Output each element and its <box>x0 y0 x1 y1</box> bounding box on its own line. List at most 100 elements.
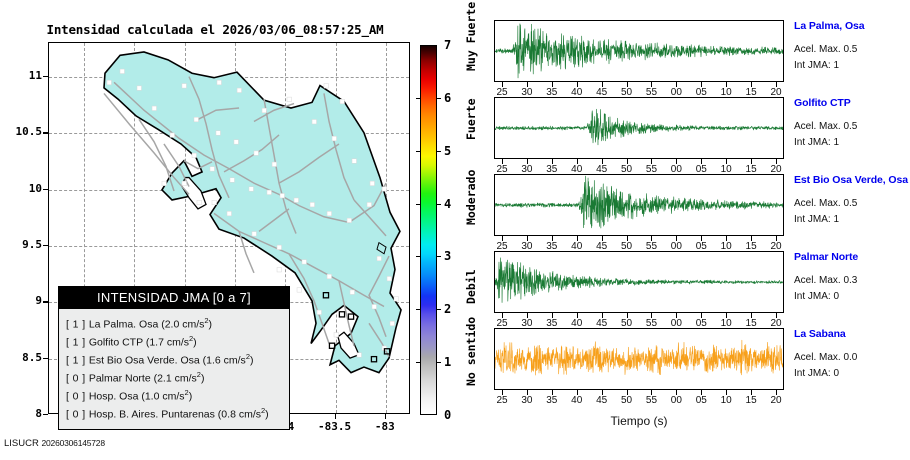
seismogram-xtick: 25 <box>496 318 508 329</box>
legend-unit-exponent: 2 <box>189 334 194 344</box>
seismogram-xtick: 40 <box>571 241 583 252</box>
seismogram-xtick: 55 <box>645 318 658 329</box>
seismogram-xtick: 00 <box>670 395 682 406</box>
seismogram-xtick: 35 <box>546 318 558 329</box>
seismogram-xtick: 20 <box>770 395 782 406</box>
seismogram-xtick: 25 <box>496 87 508 98</box>
station-accel-max: Acel. Max. 0.5 <box>794 44 858 55</box>
legend-station: Hosp. Osa (1.0 cm/s <box>88 390 185 403</box>
seismogram-xtickmark <box>502 236 503 241</box>
seismogram-xtick: 45 <box>596 318 608 329</box>
colorbar-tickmark-4 <box>436 203 441 205</box>
seismogram-xtick: 40 <box>571 87 583 98</box>
costa-rica-landmass <box>49 43 409 413</box>
map-ytick-4: 9 <box>35 294 42 308</box>
map-ytickmark-3 <box>43 244 48 247</box>
map-ytick-1: 10.5 <box>15 125 43 139</box>
seismogram-xtick: 45 <box>596 395 608 406</box>
legend-level: [ 0 ] <box>66 390 89 403</box>
legend-row: [ 1 ] Est Bio Osa Verde. Osa (1.6 cm/s2) <box>66 350 283 368</box>
legend-station: Hosp. B. Aires. Puntarenas (0.8 cm/s <box>88 408 261 421</box>
map-ytick-3: 9.5 <box>22 237 42 251</box>
seismogram-xtick: 40 <box>571 395 583 406</box>
footer-credit: LISUCR 20260306145728 <box>4 438 105 449</box>
legend-station: Palmar Norte (2.1 cm/s <box>88 372 197 385</box>
seismogram-meta-2: Est Bio Osa Verde, Osa Acel. Max. 0.5 Int … <box>794 174 910 225</box>
legend-paren: ) <box>249 354 254 367</box>
seismogram-xtickmark <box>676 82 678 87</box>
seismogram-xtick: 30 <box>521 395 533 406</box>
map-xtick-5: -83.5 <box>318 420 352 433</box>
seismogram-meta-4: La Sabana Acel. Max. 0.0 Int JMA: 0 <box>794 328 910 379</box>
seismogram-xtickmark <box>526 236 528 241</box>
seismogram-xtickmark <box>726 390 728 395</box>
seismogram-xtickmark <box>502 390 503 395</box>
colorbar-tick-7: 7 <box>444 38 452 52</box>
seismogram-xtickmark <box>651 313 653 318</box>
seismogram-plot-3[interactable] <box>494 251 784 313</box>
legend-rows: [ 1 ] La Palma. Osa (2.0 cm/s2)[ 1 ] Gol… <box>59 309 289 429</box>
station-accel-max: Acel. Max. 0.3 <box>794 275 858 286</box>
seismogram-xtick: 35 <box>546 241 558 252</box>
legend-row: [ 1 ] La Palma. Osa (2.0 cm/s2) <box>66 314 283 332</box>
seismogram-xtickmark <box>601 236 603 241</box>
seismogram-xtickmark <box>626 159 628 164</box>
seismogram-xtick: 05 <box>695 395 707 406</box>
legend-unit-exponent: 2 <box>196 370 201 380</box>
colorbar-tick-1: 1 <box>444 355 452 370</box>
colorbar-tickmark-5 <box>436 150 441 152</box>
legend-row: [ 0 ] Palmar Norte (2.1 cm/s2) <box>66 368 283 386</box>
station-name: Golfito CTP <box>794 97 851 109</box>
seismogram-xtick: 15 <box>745 318 757 329</box>
seismogram-xtickmark <box>551 82 553 87</box>
seismogram-xtickmark <box>676 390 678 395</box>
colorbar-tickmark-6 <box>436 97 441 99</box>
map-xtickmark-6 <box>384 414 387 419</box>
seismogram-plot-2[interactable] <box>494 174 784 236</box>
seismogram-xtick: 45 <box>596 87 608 98</box>
seismogram-xtickmark <box>526 159 528 164</box>
seismogram-row: 25 30 35 40 45 50 55 00 05 10 15 20 Est Bio Osa Verd… <box>494 174 910 252</box>
seismogram-xtick: 55 <box>645 87 658 98</box>
map-ytickmark-0 <box>43 75 48 78</box>
legend-paren: ) <box>208 318 213 331</box>
legend-row: [ 0 ] Hosp. B. Aires. Puntarenas (0.8 cm… <box>66 404 283 422</box>
seismogram-xtick: 10 <box>720 241 732 252</box>
seismogram-xtick: 25 <box>496 241 508 252</box>
seismogram-xtickmark <box>626 390 628 395</box>
seismogram-xtick: 00 <box>670 241 682 252</box>
seismogram-xtickmark <box>651 82 653 87</box>
colorbar-tick-3: 3 <box>444 249 452 264</box>
legend-row: [ 1 ] Golfito CTP (1.7 cm/s2) <box>66 332 283 350</box>
seismogram-xtickmark <box>751 236 753 241</box>
seismogram-xtick: 55 <box>645 241 658 252</box>
seismogram-xtickmark <box>576 390 578 395</box>
map-ytick-5: 8.5 <box>22 350 42 364</box>
legend-paren: ) <box>188 390 193 403</box>
seismogram-xtickmark <box>751 313 753 318</box>
seismogram-xtick: 55 <box>645 164 658 175</box>
colorbar-tickmark-4 <box>416 203 421 205</box>
seismogram-xtickmark <box>776 236 777 241</box>
colorbar-tick-6: 6 <box>444 90 452 105</box>
seismogram-xtick: 35 <box>546 87 558 98</box>
map-ytickmark-1 <box>43 132 48 134</box>
station-name: La Sabana <box>794 328 846 340</box>
seismogram-plot-1[interactable] <box>494 97 784 159</box>
seismogram-xtickmark <box>576 313 578 318</box>
seismogram-xtick: 05 <box>695 164 707 175</box>
seismogram-plot-4[interactable] <box>494 328 784 390</box>
seismogram-plot-0[interactable] <box>494 20 784 82</box>
colorbar-tick-2: 2 <box>444 302 452 317</box>
legend-title: INTENSIDAD JMA [0 a 7] <box>59 287 289 309</box>
station-int-jma: Int JMA: 1 <box>794 137 840 148</box>
legend-unit-exponent: 2 <box>184 388 189 398</box>
station-name: Palmar Norte <box>794 251 859 263</box>
station-int-jma: Int JMA: 1 <box>794 60 840 71</box>
seismogram-xtick: 00 <box>670 87 682 98</box>
seismogram-xtickmark <box>601 159 603 164</box>
map-xtickmark-5 <box>334 414 336 419</box>
colorbar-tickmark-5 <box>416 150 421 152</box>
station-int-jma: Int JMA: 0 <box>794 291 840 302</box>
intensity-legend: INTENSIDAD JMA [0 a 7] [ 1 ] La Palma. O… <box>58 286 290 430</box>
